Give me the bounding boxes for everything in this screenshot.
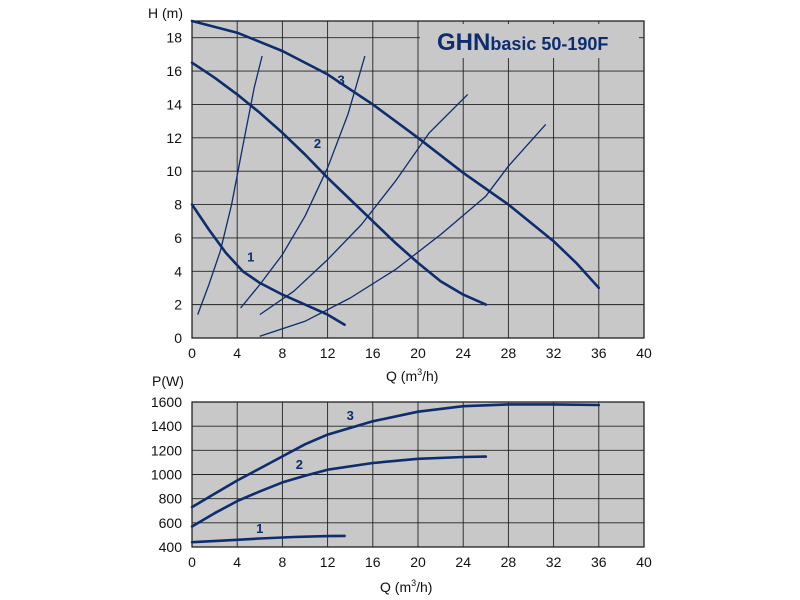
power-grid [192, 402, 644, 547]
series-label-2: 2 [296, 457, 303, 472]
chart-title-rest: basic 50-190F [490, 34, 608, 54]
head-y-tick-labels: 0 2 4 6 8 10 12 14 16 18 [166, 30, 182, 346]
x-tick-label: 36 [591, 554, 607, 570]
title-box [420, 24, 639, 58]
x-tick-label: 12 [320, 554, 336, 570]
power-x-label-prefix: Q (m [380, 579, 411, 595]
x-tick-label: 32 [546, 345, 562, 361]
power-y-tick-labels: 400 600 800 1000 1200 1400 1600 [151, 394, 182, 555]
series-label-1: 1 [256, 521, 263, 536]
y-tick-label: 12 [166, 130, 182, 146]
y-tick-label: 14 [166, 96, 182, 112]
x-tick-label: 20 [410, 554, 426, 570]
series-label-1: 1 [247, 249, 254, 264]
x-tick-label: 0 [188, 345, 196, 361]
head-x-label-suffix: /h) [422, 368, 438, 384]
x-tick-label: 16 [365, 345, 381, 361]
series-line-3 [190, 403, 601, 509]
y-tick-label: 800 [159, 491, 183, 507]
y-tick-label: 8 [174, 197, 182, 213]
x-tick-label: 0 [188, 554, 196, 570]
y-tick-label: 6 [174, 230, 182, 246]
y-tick-label: 10 [166, 163, 182, 179]
series-label-2: 2 [314, 136, 321, 151]
series-line-3 [190, 19, 601, 290]
y-tick-label: 1000 [151, 467, 182, 483]
power-x-label-sup: 3 [411, 578, 416, 588]
y-tick-label: 2 [174, 297, 182, 313]
x-tick-label: 8 [279, 554, 287, 570]
x-tick-label: 28 [501, 554, 517, 570]
power-x-label-suffix: /h) [416, 579, 432, 595]
head-grid [192, 21, 644, 338]
system-curve [259, 93, 469, 316]
head-x-axis-label: Q (m3/h) [386, 367, 438, 384]
y-tick-label: 4 [174, 263, 182, 279]
head-x-label-prefix: Q (m [386, 368, 417, 384]
system-curve [240, 55, 366, 309]
series-line-2 [190, 455, 488, 528]
x-tick-label: 4 [233, 345, 241, 361]
y-tick-label: 400 [159, 539, 183, 555]
x-tick-label: 28 [501, 345, 517, 361]
power-x-axis-label: Q (m3/h) [380, 578, 432, 595]
power-x-tick-labels: 0 4 8 12 16 20 24 28 32 36 40 [188, 554, 652, 570]
y-tick-label: 1400 [151, 418, 182, 434]
x-tick-label: 16 [365, 554, 381, 570]
y-tick-label: 600 [159, 515, 183, 531]
series-label-3: 3 [347, 408, 354, 423]
x-tick-label: 24 [455, 345, 471, 361]
x-tick-label: 12 [320, 345, 336, 361]
series-label-3: 3 [338, 72, 345, 87]
head-series: 1 2 3 [190, 19, 601, 326]
y-tick-label: 1600 [151, 394, 182, 410]
x-tick-label: 24 [455, 554, 471, 570]
power-y-axis-label: P(W) [152, 373, 184, 389]
x-tick-label: 32 [546, 554, 562, 570]
y-tick-label: 1200 [151, 442, 182, 458]
y-tick-label: 0 [174, 330, 182, 346]
x-tick-label: 4 [233, 554, 241, 570]
x-tick-label: 40 [636, 554, 652, 570]
x-tick-label: 40 [636, 345, 652, 361]
x-tick-label: 20 [410, 345, 426, 361]
y-tick-label: 16 [166, 63, 182, 79]
y-tick-label: 18 [166, 30, 182, 46]
x-tick-label: 8 [279, 345, 287, 361]
head-system-curves [197, 55, 547, 337]
power-chart: 123 0 4 8 12 16 20 24 28 32 36 40 4006008001000120… [151, 373, 652, 595]
x-tick-label: 36 [591, 345, 607, 361]
series-line-2 [190, 61, 488, 306]
head-chart: 123 0 4 8 12 16 20 24 28 32 36 40 024681012141618 … [148, 5, 652, 384]
chart-title-main: GHN [437, 29, 490, 56]
chart-title: GHNbasic 50-190F [437, 29, 608, 56]
series-line-1 [190, 534, 346, 544]
power-series: 1 2 3 [190, 403, 601, 544]
head-x-tick-labels: 0 4 8 12 16 20 24 28 32 36 40 [188, 345, 652, 361]
series-line-1 [190, 203, 346, 326]
head-x-label-sup: 3 [417, 367, 422, 377]
head-y-axis-label: H (m) [148, 5, 183, 21]
system-curve [259, 123, 547, 337]
system-curve [197, 55, 263, 315]
